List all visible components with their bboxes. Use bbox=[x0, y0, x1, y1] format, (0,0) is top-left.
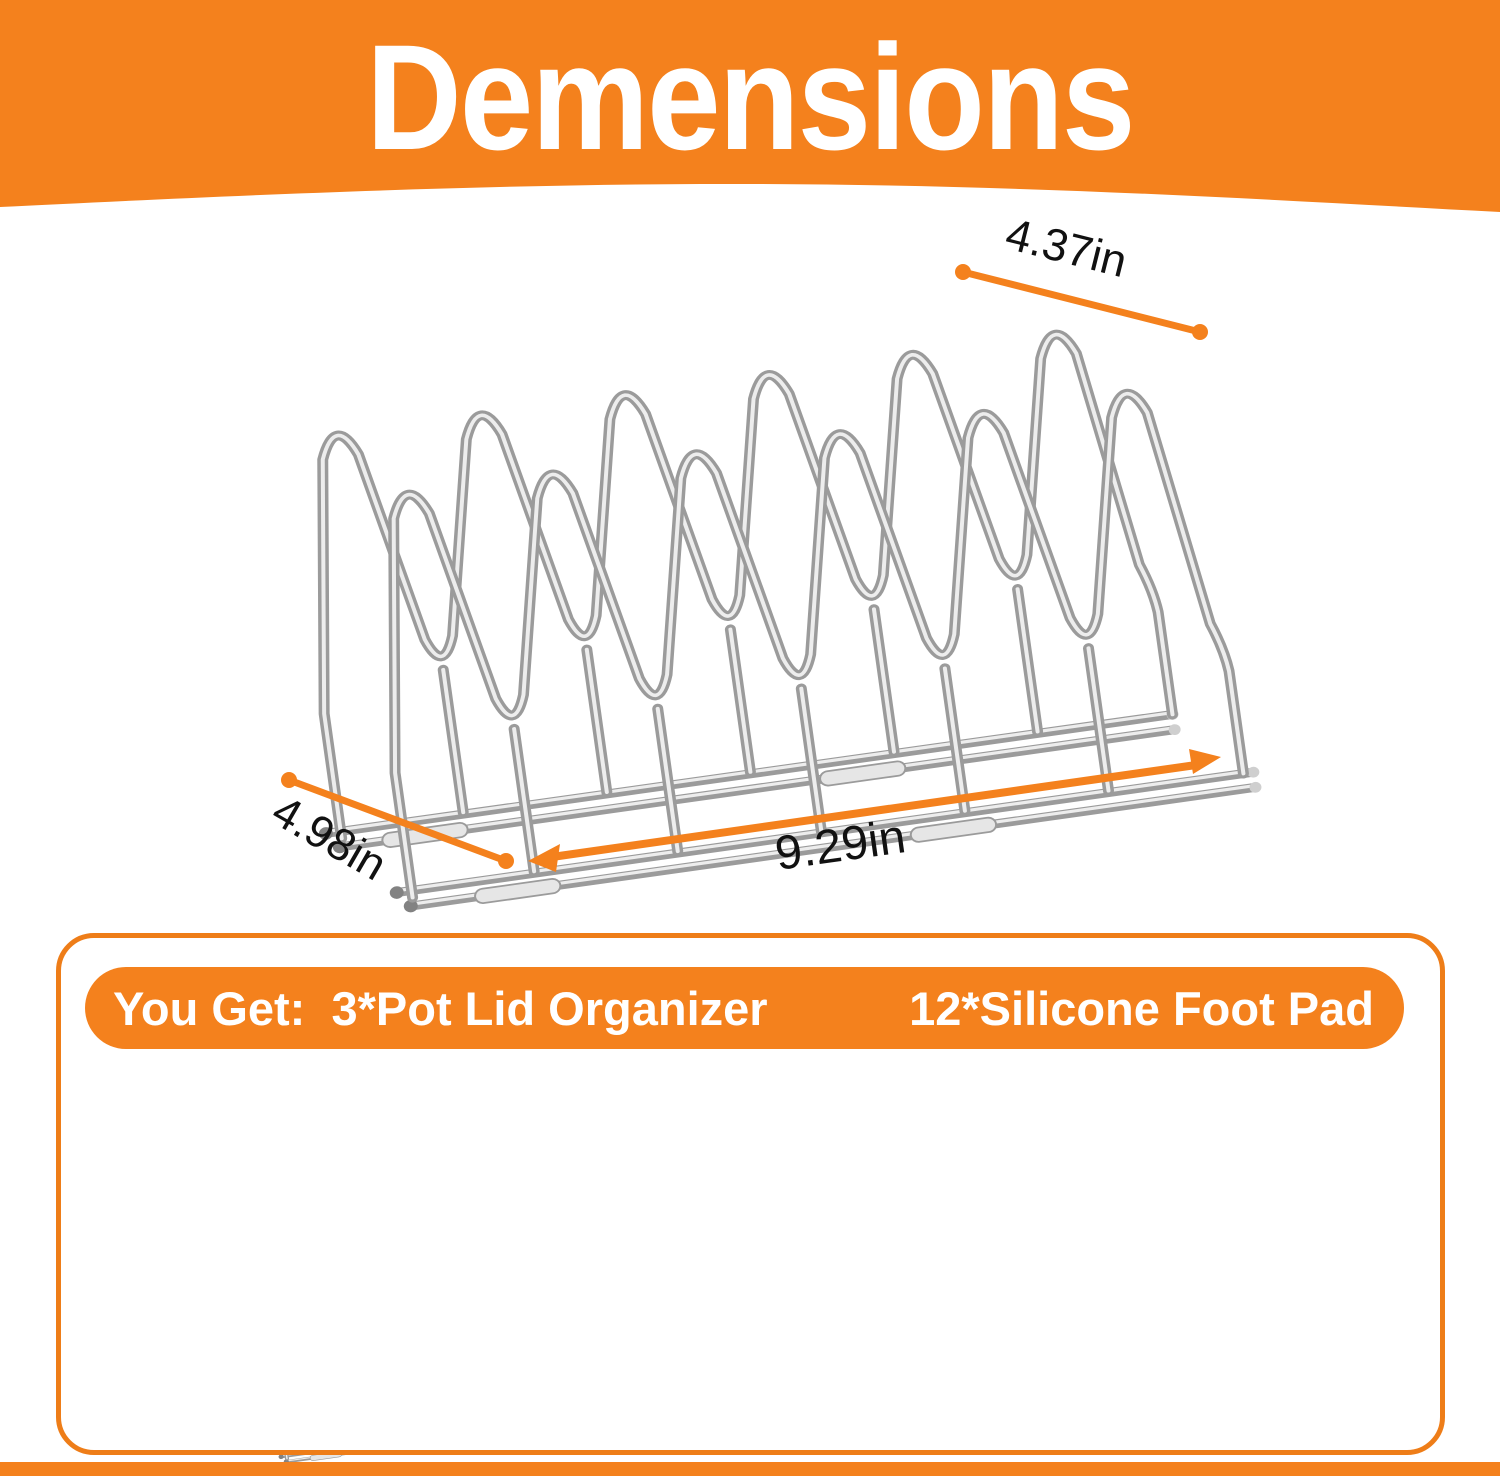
banner-wave-background bbox=[0, 0, 1500, 212]
banner-wave-shape bbox=[0, 0, 1500, 212]
bottom-accent-strip bbox=[0, 1462, 1500, 1476]
dimension-label-depth: 4.98in bbox=[263, 784, 396, 891]
dimension-label-length: 9.29in bbox=[771, 810, 909, 881]
contents-organizer-text: You Get: 3*Pot Lid Organizer bbox=[113, 981, 768, 1035]
main-rack-illustration bbox=[264, 315, 1262, 924]
contents-foot-pad-text: 12*Silicone Foot Pad bbox=[909, 981, 1374, 1035]
page-title: Demensions bbox=[366, 13, 1135, 181]
package-contents-header: You Get: 3*Pot Lid Organizer 12*Silicone… bbox=[85, 967, 1404, 1049]
